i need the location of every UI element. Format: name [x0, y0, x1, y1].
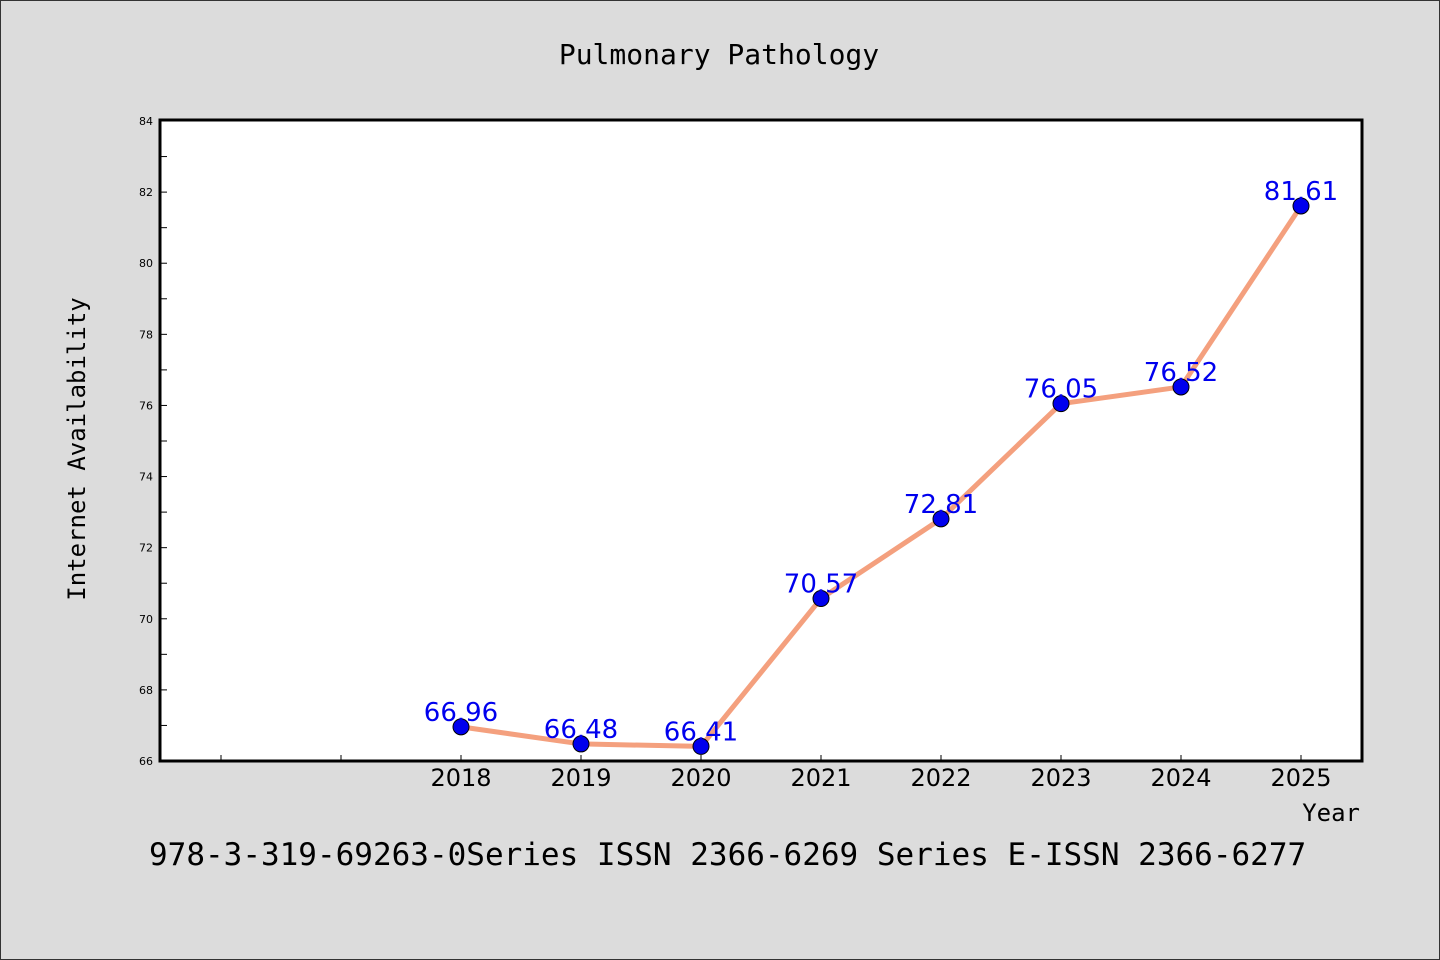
x-axis-label: Year [1302, 799, 1360, 827]
y-tick-label: 84 [139, 115, 153, 128]
data-label: 76.52 [1144, 358, 1218, 388]
x-tick-label: 2021 [790, 764, 851, 792]
x-tick-label: 2018 [430, 764, 491, 792]
y-tick-label: 76 [139, 399, 153, 412]
data-point [932, 510, 950, 528]
data-point [1292, 197, 1310, 215]
y-tick-label: 72 [139, 542, 153, 555]
y-tick-label: 78 [139, 328, 153, 341]
y-axis-label: Internet Availability [63, 297, 91, 600]
data-label: 81.61 [1264, 177, 1338, 207]
y-axis: 66 68 70 72 74 76 78 80 82 84 [139, 115, 167, 768]
data-labels: 66.96 66.48 66.41 70.57 72.81 76.05 76.52 81.61 [424, 177, 1338, 747]
x-tick-label: 2022 [910, 764, 971, 792]
data-label: 66.96 [424, 698, 498, 728]
x-tick-label: 2019 [550, 764, 611, 792]
data-label: 66.48 [544, 715, 618, 745]
x-tick-label: 2024 [1150, 764, 1211, 792]
x-tick-label: 2020 [670, 764, 731, 792]
y-tick-label: 80 [139, 257, 153, 270]
y-tick-label: 68 [139, 684, 153, 697]
y-tick-label: 82 [139, 186, 153, 199]
y-tick-label: 70 [139, 613, 153, 626]
data-point [452, 718, 470, 736]
data-point [812, 590, 830, 608]
data-point [1172, 378, 1190, 396]
data-point [1052, 395, 1070, 413]
y-tick-label: 74 [139, 471, 153, 484]
plot-area [158, 118, 1364, 763]
series-line [458, 203, 1304, 749]
x-tick-label: 2025 [1270, 764, 1331, 792]
y-tick-label: 66 [139, 755, 153, 768]
data-point [572, 735, 590, 753]
data-label: 76.05 [1024, 375, 1098, 405]
x-tick-label: 2023 [1030, 764, 1091, 792]
data-point [692, 737, 710, 755]
series-layer [452, 197, 1310, 755]
data-label: 66.41 [664, 717, 738, 747]
data-label: 72.81 [904, 490, 978, 520]
data-label: 70.57 [784, 570, 858, 600]
x-axis: 2018 2019 2020 2021 2022 2023 2024 2025 [220, 755, 1332, 792]
chart-title: Pulmonary Pathology [559, 38, 879, 71]
footer-text: 978-3-319-69263-0Series ISSN 2366-6269 S… [149, 837, 1306, 873]
